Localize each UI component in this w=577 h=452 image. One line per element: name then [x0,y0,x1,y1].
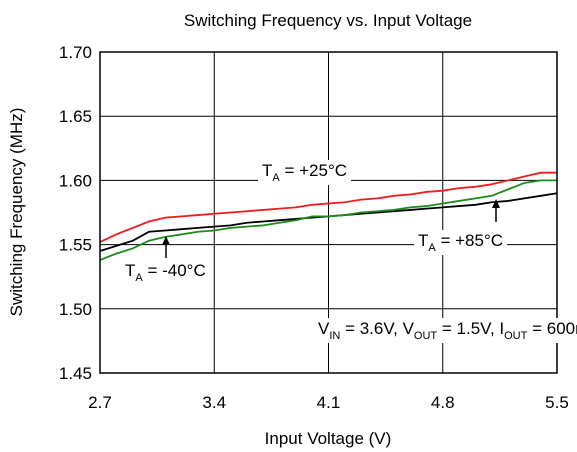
y-tick-label: 1.70 [59,43,92,62]
annotation-text: = 600mA [527,319,577,338]
arrow-head [492,199,500,208]
annotation-subscript: OUT [414,330,438,342]
annotation-text: = 3.6V, V [340,319,414,338]
lines [99,171,558,261]
annotation-subscript: OUT [504,330,528,342]
x-tick-label: 5.5 [545,393,569,412]
y-tick-label: 1.45 [59,364,92,383]
annotation-text: T [418,231,428,250]
x-tick-label: 4.8 [431,393,455,412]
annotation: VIN = 3.6V, VOUT = 1.5V, IOUT = 600mA [318,319,577,342]
annotation-background [314,318,577,343]
annotation-subscript: A [135,272,143,284]
annotation-text: = +25°C [280,161,347,180]
y-tick-label: 1.55 [59,236,92,255]
annotation-text: T [125,261,135,280]
annotation: TA = +85°C [418,231,503,254]
x-tick-label: 2.7 [88,393,112,412]
annotation-subscript: A [272,172,280,184]
plot-frame [99,51,558,374]
x-tick-label: 4.1 [317,393,341,412]
x-tick-label: 3.4 [202,393,226,412]
annotation: TA = -40°C [125,261,206,284]
annotation-background [121,260,210,285]
annotation-subscript: A [428,242,436,254]
annotation-text: V [318,319,330,338]
annotation-text: = -40°C [143,261,206,280]
annotation: TA = +25°C [262,161,347,184]
series-line [99,171,557,243]
series-line [99,179,557,261]
annotation-text: T [262,161,272,180]
y-tick-label: 1.65 [59,107,92,126]
annotation-background [258,160,352,185]
annotation-text: = +85°C [436,231,503,250]
annotation-subscript: IN [329,330,340,342]
arrow-head [162,236,170,245]
annotation-background [414,230,508,255]
y-tick-label: 1.60 [59,171,92,190]
y-axis-label: Switching Frequency (MHz) [7,108,26,317]
y-tick-label: 1.50 [59,300,92,319]
x-axis-label: Input Voltage (V) [265,429,392,448]
annotation-text: = 1.5V, I [437,319,504,338]
chart-title: Switching Frequency vs. Input Voltage [184,11,472,30]
